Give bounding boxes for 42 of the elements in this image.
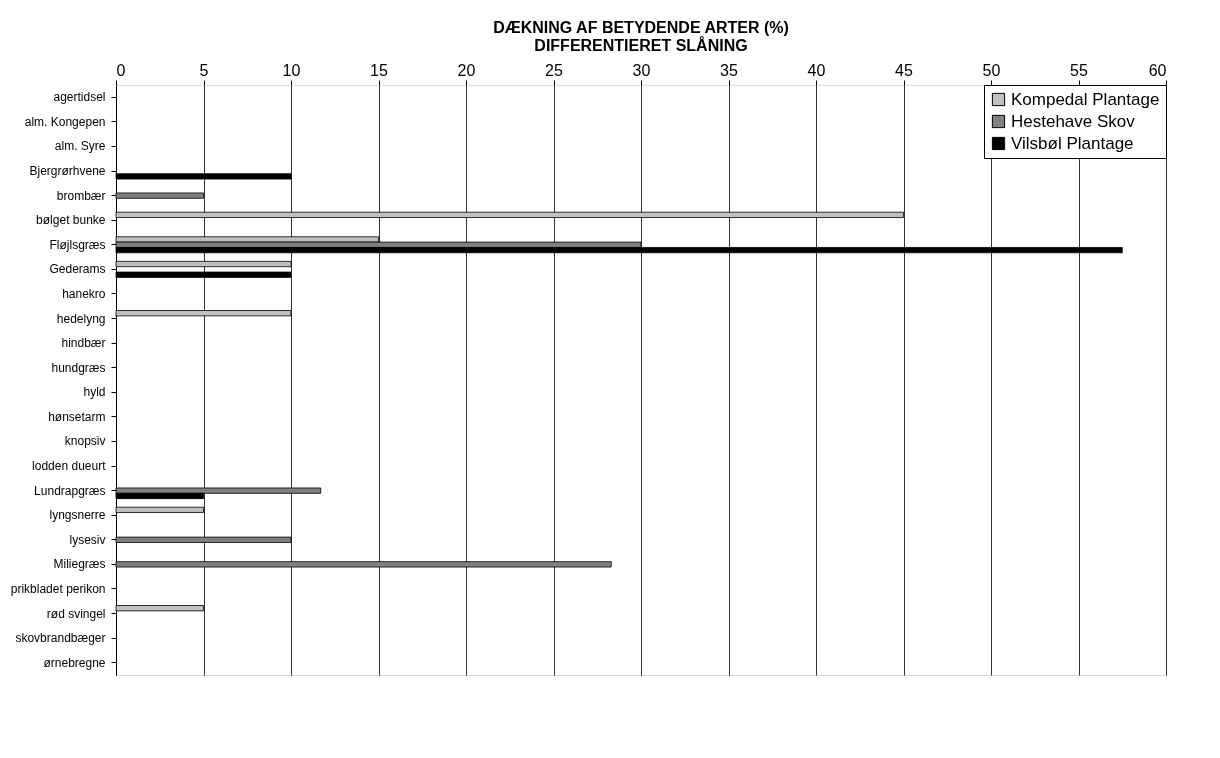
x-tick-label: 10 xyxy=(282,61,301,79)
x-tick-label: 30 xyxy=(632,61,651,79)
y-tick-label: Fløjlsgræs xyxy=(49,237,106,252)
chart-title: DÆKNING AF BETYDENDE ARTER (%) xyxy=(493,19,789,36)
y-tick-label: hanekro xyxy=(62,286,106,301)
y-tick-label: prikbladet perikon xyxy=(10,581,106,596)
x-tick-label: 5 xyxy=(199,61,209,79)
x-tick-label: 40 xyxy=(807,61,826,79)
y-tick-label: alm. Kongepen xyxy=(24,114,106,129)
x-tick-label: 20 xyxy=(457,61,476,79)
y-tick-label: brombær xyxy=(56,188,106,203)
legend-label: Kompedal Plantage xyxy=(1011,89,1160,109)
y-tick-label: alm. Syre xyxy=(54,139,106,154)
y-tick-label: knopsiv xyxy=(64,434,106,449)
x-tick-label: 55 xyxy=(1070,61,1088,79)
y-tick-label: hønsetarm xyxy=(48,409,106,424)
y-tick-label: hundgræs xyxy=(51,360,106,375)
legend-label: Hestehave Skov xyxy=(1011,111,1136,131)
x-tick-label: 15 xyxy=(370,61,388,79)
y-tick-label: skovbrandbæger xyxy=(15,631,106,646)
y-tick-label: hindbær xyxy=(61,336,106,351)
x-tick-label: 0 xyxy=(116,61,126,79)
y-tick-label: lodden dueurt xyxy=(32,459,107,474)
y-tick-label: bølget bunke xyxy=(36,213,106,228)
legend-label: Vilsbøl Plantage xyxy=(1011,133,1134,153)
y-tick-label: Gederams xyxy=(49,262,106,277)
y-tick-label: agertidsel xyxy=(53,90,106,105)
y-tick-label: Lundrapgræs xyxy=(34,483,106,498)
y-tick-label: hyld xyxy=(83,385,106,400)
chart-subtitle: DIFFERENTIERET SLÅNING xyxy=(534,36,748,54)
y-tick-label: ørnebregne xyxy=(43,655,106,670)
y-tick-label: lyngsnerre xyxy=(49,508,106,523)
x-tick-label: 45 xyxy=(895,61,913,79)
y-tick-label: Miliegræs xyxy=(53,557,106,572)
y-tick-label: Bjergrørhvene xyxy=(29,164,106,179)
y-tick-label: hedelyng xyxy=(56,311,106,326)
y-tick-label: lysesiv xyxy=(69,532,106,547)
x-tick-label: 25 xyxy=(545,61,563,79)
x-tick-label: 50 xyxy=(982,61,1001,79)
x-tick-label: 35 xyxy=(720,61,738,79)
y-tick-label: rød svingel xyxy=(46,606,106,621)
x-tick-label: 60 xyxy=(1148,61,1167,79)
